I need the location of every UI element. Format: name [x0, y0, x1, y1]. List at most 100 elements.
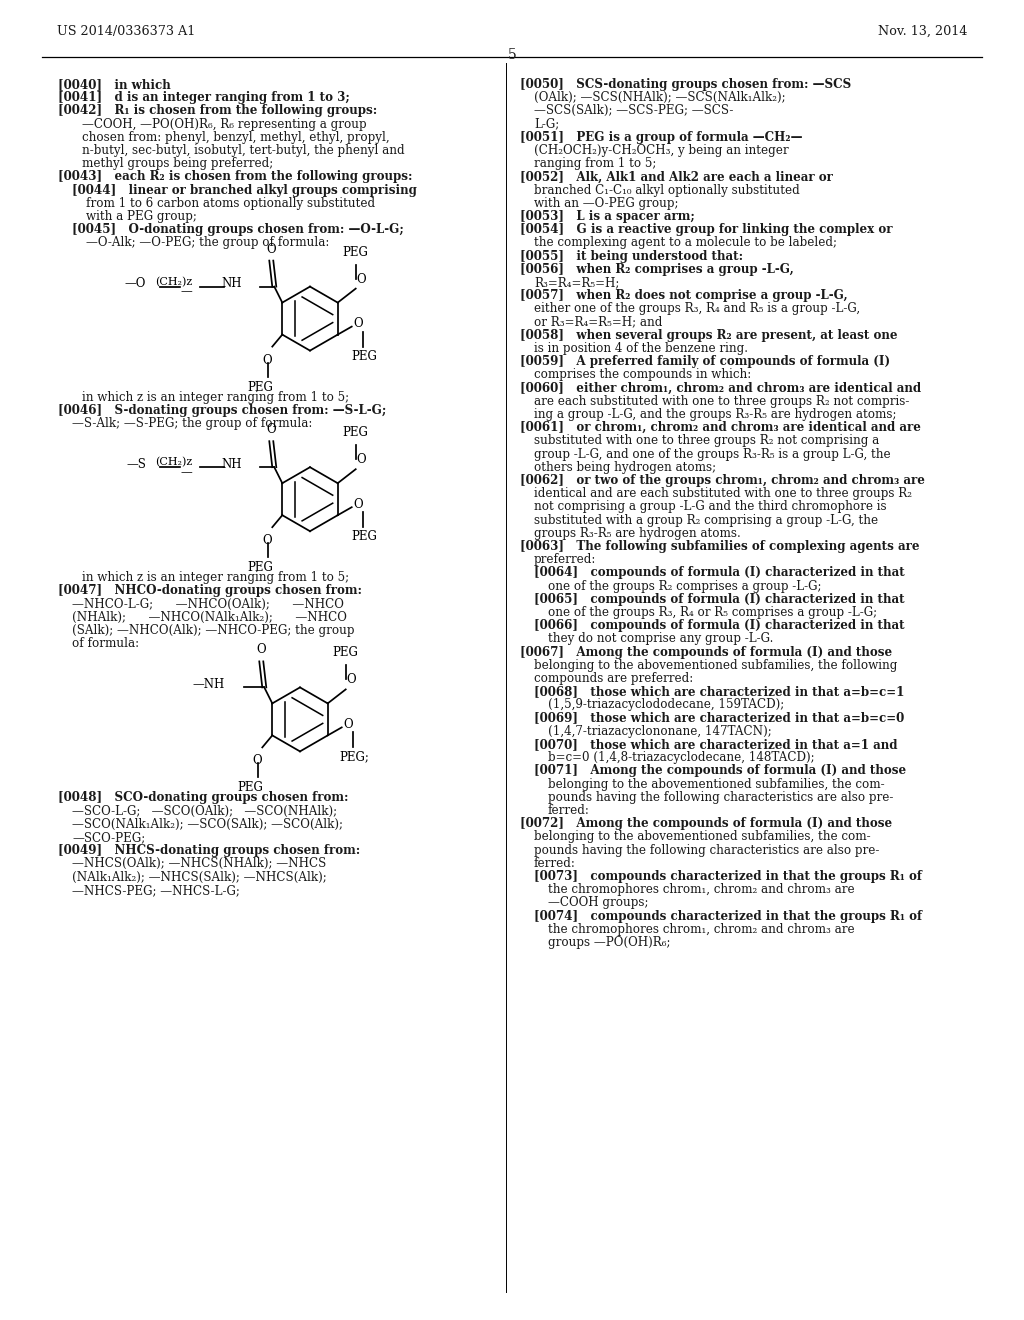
Text: others being hydrogen atoms;: others being hydrogen atoms; — [534, 461, 716, 474]
Text: PEG: PEG — [343, 426, 369, 440]
Text: (SAlk); —NHCO(Alk); —NHCO-PEG; the group: (SAlk); —NHCO(Alk); —NHCO-PEG; the group — [72, 624, 354, 638]
Text: PEG: PEG — [343, 246, 369, 259]
Text: [0060]   either chrom₁, chrom₂ and chrom₃ are identical and: [0060] either chrom₁, chrom₂ and chrom₃ … — [520, 381, 922, 395]
Text: —: — — [180, 285, 193, 298]
Text: —S: —S — [126, 458, 146, 471]
Text: the complexing agent to a molecule to be labeled;: the complexing agent to a molecule to be… — [534, 236, 837, 249]
Text: (CH₂OCH₂)y-CH₂OCH₃, y being an integer: (CH₂OCH₂)y-CH₂OCH₃, y being an integer — [534, 144, 788, 157]
Text: [0074]   compounds characterized in that the groups R₁ of: [0074] compounds characterized in that t… — [534, 909, 923, 923]
Text: —COOH groups;: —COOH groups; — [548, 896, 648, 909]
Text: or R₃=R₄=R₅=H; and: or R₃=R₄=R₅=H; and — [534, 315, 663, 329]
Text: n-butyl, sec-butyl, isobutyl, tert-butyl, the phenyl and: n-butyl, sec-butyl, isobutyl, tert-butyl… — [82, 144, 404, 157]
Text: [0052]   Alk, Alk1 and Alk2 are each a linear or: [0052] Alk, Alk1 and Alk2 are each a lin… — [520, 170, 833, 183]
Text: (1,5,9-triazacyclododecane, 159TACD);: (1,5,9-triazacyclododecane, 159TACD); — [548, 698, 784, 711]
Text: [0042]   R₁ is chosen from the following groups:: [0042] R₁ is chosen from the following g… — [58, 104, 377, 117]
Text: comprises the compounds in which:: comprises the compounds in which: — [534, 368, 752, 381]
Text: O: O — [347, 673, 356, 686]
Text: [0063]   The following subfamilies of complexing agents are: [0063] The following subfamilies of comp… — [520, 540, 920, 553]
Text: (CH₂)z: (CH₂)z — [155, 457, 193, 467]
Text: PEG: PEG — [248, 380, 273, 393]
Text: one of the groups R₂ comprises a group -L-G;: one of the groups R₂ comprises a group -… — [548, 579, 821, 593]
Text: [0061]   or chrom₁, chrom₂ and chrom₃ are identical and are: [0061] or chrom₁, chrom₂ and chrom₃ are … — [520, 421, 921, 434]
Text: O: O — [253, 755, 262, 767]
Text: are each substituted with one to three groups R₂ not compris-: are each substituted with one to three g… — [534, 395, 909, 408]
Text: belonging to the abovementioned subfamilies, the com-: belonging to the abovementioned subfamil… — [534, 830, 870, 843]
Text: [0043]   each R₂ is chosen from the following groups:: [0043] each R₂ is chosen from the follow… — [58, 170, 413, 183]
Text: [0041]   d is an integer ranging from 1 to 3;: [0041] d is an integer ranging from 1 to… — [58, 91, 350, 104]
Text: —NH: —NH — [193, 678, 224, 690]
Text: they do not comprise any group -L-G.: they do not comprise any group -L-G. — [548, 632, 773, 645]
Text: [0070]   those which are characterized in that a=1 and: [0070] those which are characterized in … — [534, 738, 897, 751]
Text: methyl groups being preferred;: methyl groups being preferred; — [82, 157, 273, 170]
Text: [0065]   compounds of formula (I) characterized in that: [0065] compounds of formula (I) characte… — [534, 593, 904, 606]
Text: [0040]   in which: [0040] in which — [58, 78, 171, 91]
Text: [0073]   compounds characterized in that the groups R₁ of: [0073] compounds characterized in that t… — [534, 870, 922, 883]
Text: (OAlk); —SCS(NHAlk); —SCS(NAlk₁Alk₂);: (OAlk); —SCS(NHAlk); —SCS(NAlk₁Alk₂); — [534, 91, 785, 104]
Text: [0050]   SCS-donating groups chosen from: —SCS: [0050] SCS-donating groups chosen from: … — [520, 78, 851, 91]
Text: [0051]   PEG is a group of formula —CH₂—: [0051] PEG is a group of formula —CH₂— — [520, 131, 803, 144]
Text: branched C₁-C₁₀ alkyl optionally substituted: branched C₁-C₁₀ alkyl optionally substit… — [534, 183, 800, 197]
Text: O: O — [356, 453, 367, 466]
Text: pounds having the following characteristics are also pre-: pounds having the following characterist… — [548, 791, 893, 804]
Text: [0059]   A preferred family of compounds of formula (I): [0059] A preferred family of compounds o… — [520, 355, 890, 368]
Text: PEG: PEG — [238, 781, 263, 795]
Text: ing a group -L-G, and the groups R₃-R₅ are hydrogen atoms;: ing a group -L-G, and the groups R₃-R₅ a… — [534, 408, 896, 421]
Text: [0064]   compounds of formula (I) characterized in that: [0064] compounds of formula (I) characte… — [534, 566, 905, 579]
Text: one of the groups R₃, R₄ or R₅ comprises a group -L-G;: one of the groups R₃, R₄ or R₅ comprises… — [548, 606, 878, 619]
Text: of formula:: of formula: — [72, 638, 139, 651]
Text: O: O — [266, 243, 276, 256]
Text: O: O — [353, 498, 364, 511]
Text: PEG: PEG — [248, 561, 273, 574]
Text: PEG: PEG — [352, 350, 378, 363]
Text: [0047]   NHCO-donating groups chosen from:: [0047] NHCO-donating groups chosen from: — [58, 585, 362, 598]
Text: [0054]   G is a reactive group for linking the complex or: [0054] G is a reactive group for linking… — [520, 223, 893, 236]
Text: [0066]   compounds of formula (I) characterized in that: [0066] compounds of formula (I) characte… — [534, 619, 904, 632]
Text: [0046]   S-donating groups chosen from: —S-L-G;: [0046] S-donating groups chosen from: —S… — [58, 404, 386, 417]
Text: PEG;: PEG; — [340, 750, 370, 763]
Text: (NAlk₁Alk₂); —NHCS(SAlk); —NHCS(Alk);: (NAlk₁Alk₂); —NHCS(SAlk); —NHCS(Alk); — [72, 871, 327, 883]
Text: belonging to the abovementioned subfamilies, the following: belonging to the abovementioned subfamil… — [534, 659, 897, 672]
Text: NH: NH — [222, 277, 243, 290]
Text: (NHAlk);      —NHCO(NAlk₁Alk₂);      —NHCO: (NHAlk); —NHCO(NAlk₁Alk₂); —NHCO — [72, 611, 347, 624]
Text: O: O — [262, 354, 272, 367]
Text: —S-Alk; —S-PEG; the group of formula:: —S-Alk; —S-PEG; the group of formula: — [72, 417, 312, 430]
Text: belonging to the abovementioned subfamilies, the com-: belonging to the abovementioned subfamil… — [548, 777, 885, 791]
Text: [0055]   it being understood that:: [0055] it being understood that: — [520, 249, 743, 263]
Text: O: O — [356, 273, 367, 285]
Text: O: O — [266, 424, 276, 436]
Text: ferred:: ferred: — [548, 804, 590, 817]
Text: chosen from: phenyl, benzyl, methyl, ethyl, propyl,: chosen from: phenyl, benzyl, methyl, eth… — [82, 131, 389, 144]
Text: is in position 4 of the benzene ring.: is in position 4 of the benzene ring. — [534, 342, 748, 355]
Text: [0071]   Among the compounds of formula (I) and those: [0071] Among the compounds of formula (I… — [534, 764, 906, 777]
Text: identical and are each substituted with one to three groups R₂: identical and are each substituted with … — [534, 487, 912, 500]
Text: ferred:: ferred: — [534, 857, 575, 870]
Text: Nov. 13, 2014: Nov. 13, 2014 — [878, 25, 967, 38]
Text: —SCO-PEG;: —SCO-PEG; — [72, 832, 145, 843]
Text: —O: —O — [125, 277, 146, 290]
Text: O: O — [353, 317, 364, 330]
Text: in which z is an integer ranging from 1 to 5;: in which z is an integer ranging from 1 … — [82, 572, 349, 585]
Text: [0053]   L is a spacer arm;: [0053] L is a spacer arm; — [520, 210, 695, 223]
Text: not comprising a group -L-G and the third chromophore is: not comprising a group -L-G and the thir… — [534, 500, 887, 513]
Text: [0068]   those which are characterized in that a=b=c=1: [0068] those which are characterized in … — [534, 685, 904, 698]
Text: in which z is an integer ranging from 1 to 5;: in which z is an integer ranging from 1 … — [82, 391, 349, 404]
Text: [0058]   when several groups R₂ are present, at least one: [0058] when several groups R₂ are presen… — [520, 329, 897, 342]
Text: —NHCS-PEG; —NHCS-L-G;: —NHCS-PEG; —NHCS-L-G; — [72, 884, 240, 896]
Text: PEG: PEG — [352, 531, 378, 544]
Text: [0044]   linear or branched alkyl groups comprising: [0044] linear or branched alkyl groups c… — [72, 183, 417, 197]
Text: O: O — [262, 535, 272, 548]
Text: [0072]   Among the compounds of formula (I) and those: [0072] Among the compounds of formula (I… — [520, 817, 892, 830]
Text: the chromophores chrom₁, chrom₂ and chrom₃ are: the chromophores chrom₁, chrom₂ and chro… — [548, 923, 855, 936]
Text: —SCO-L-G;   —SCO(OAlk);   —SCO(NHAlk);: —SCO-L-G; —SCO(OAlk); —SCO(NHAlk); — [72, 805, 337, 817]
Text: from 1 to 6 carbon atoms optionally substituted: from 1 to 6 carbon atoms optionally subs… — [86, 197, 375, 210]
Text: b=c=0 (1,4,8-triazacyclodecane, 148TACD);: b=c=0 (1,4,8-triazacyclodecane, 148TACD)… — [548, 751, 815, 764]
Text: [0062]   or two of the groups chrom₁, chrom₂ and chrom₃ are: [0062] or two of the groups chrom₁, chro… — [520, 474, 925, 487]
Text: (1,4,7-triazacyclononane, 147TACN);: (1,4,7-triazacyclononane, 147TACN); — [548, 725, 772, 738]
Text: either one of the groups R₃, R₄ and R₅ is a group -L-G,: either one of the groups R₃, R₄ and R₅ i… — [534, 302, 860, 315]
Text: with an —O-PEG group;: with an —O-PEG group; — [534, 197, 679, 210]
Text: PEG: PEG — [333, 647, 358, 660]
Text: groups —PO(OH)R₆;: groups —PO(OH)R₆; — [548, 936, 671, 949]
Text: preferred:: preferred: — [534, 553, 596, 566]
Text: the chromophores chrom₁, chrom₂ and chrom₃ are: the chromophores chrom₁, chrom₂ and chro… — [548, 883, 855, 896]
Text: [0049]   NHCS-donating groups chosen from:: [0049] NHCS-donating groups chosen from: — [58, 845, 360, 857]
